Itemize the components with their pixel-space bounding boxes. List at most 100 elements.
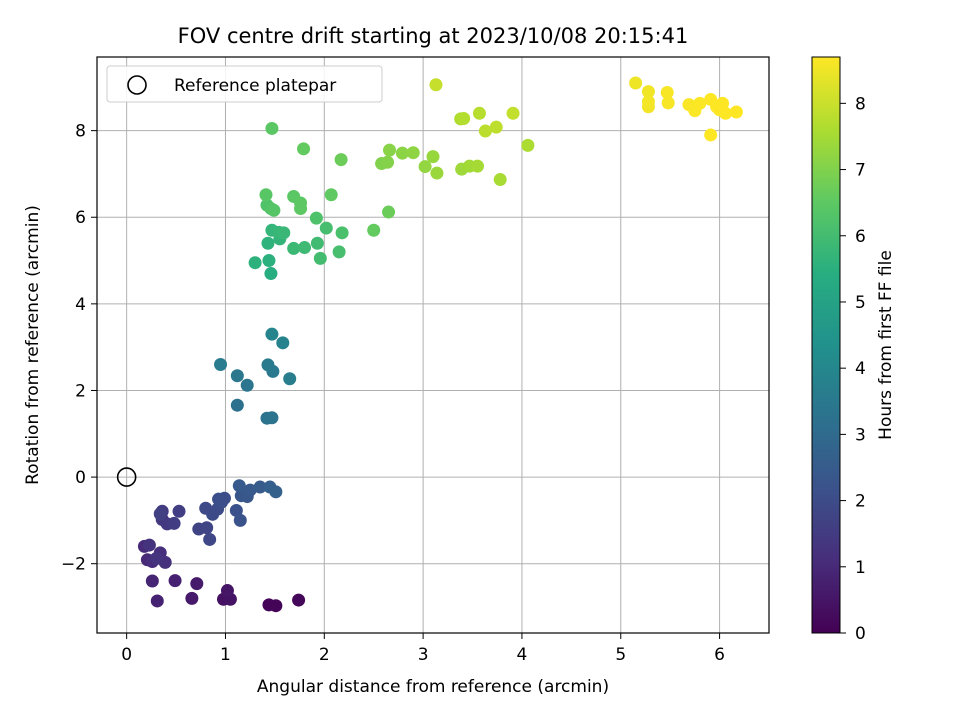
- data-point: [269, 485, 283, 499]
- legend: Reference platepar: [106, 65, 383, 103]
- data-points: [137, 76, 743, 613]
- data-point: [457, 111, 471, 125]
- data-point: [395, 146, 409, 160]
- data-point: [230, 369, 244, 383]
- colorbar-tick-label: 7: [855, 161, 866, 181]
- data-point: [297, 142, 311, 156]
- data-point: [233, 513, 247, 527]
- data-point: [489, 120, 503, 134]
- data-point: [276, 336, 290, 350]
- data-point: [259, 188, 273, 202]
- data-point: [145, 574, 159, 588]
- data-point: [641, 85, 655, 99]
- y-tick-label: 0: [75, 468, 86, 488]
- colorbar-tick-label: 3: [855, 425, 866, 445]
- data-point: [142, 538, 156, 552]
- data-point: [190, 577, 204, 591]
- chart-title: FOV centre drift starting at 2023/10/08 …: [178, 24, 689, 48]
- data-point: [185, 591, 199, 605]
- x-tick-label: 3: [418, 645, 429, 665]
- data-point: [472, 106, 486, 120]
- legend-marker: [127, 75, 147, 95]
- y-tick-label: 6: [75, 208, 86, 228]
- colorbar-gradient: [811, 56, 841, 634]
- data-point: [167, 516, 181, 530]
- data-point: [200, 521, 214, 535]
- data-point: [232, 479, 246, 493]
- x-tick-label: 0: [121, 645, 132, 665]
- data-point: [214, 357, 228, 371]
- data-point: [172, 504, 186, 518]
- data-point: [470, 159, 484, 173]
- grid-lines: [97, 57, 769, 633]
- data-point: [310, 236, 324, 250]
- data-point: [716, 96, 730, 110]
- data-point: [203, 532, 217, 546]
- data-point: [298, 241, 312, 255]
- data-point: [277, 226, 291, 240]
- x-tick-label: 2: [319, 645, 330, 665]
- data-point: [661, 96, 675, 110]
- data-point: [248, 256, 262, 270]
- data-point: [418, 160, 432, 174]
- data-point: [309, 211, 323, 225]
- data-point: [629, 76, 643, 90]
- data-point: [381, 155, 395, 169]
- data-point: [367, 223, 381, 237]
- data-point: [243, 483, 257, 497]
- plot-frame: [96, 56, 770, 634]
- colorbar-label: Hours from first FF file: [876, 250, 896, 440]
- colorbar-ticks: 0 1 2 3 4 5 6 7 8: [840, 94, 866, 644]
- y-tick-label: 8: [75, 122, 86, 142]
- colorbar-tick-label: 0: [855, 624, 866, 644]
- data-point: [265, 327, 279, 341]
- data-point: [719, 106, 733, 120]
- data-point: [230, 398, 244, 412]
- y-axis-ticks: −2 0 2 4 6 8: [61, 122, 97, 575]
- data-point: [506, 106, 520, 120]
- x-axis-ticks: 0 1 2 3 4 5 6: [121, 633, 725, 665]
- data-point: [283, 372, 297, 386]
- y-tick-label: 4: [75, 295, 86, 315]
- data-point: [269, 599, 283, 613]
- data-point: [150, 594, 164, 608]
- data-point: [406, 146, 420, 160]
- data-point: [253, 480, 267, 494]
- data-point: [693, 96, 707, 110]
- y-tick-label: −2: [61, 555, 86, 575]
- data-point: [229, 503, 243, 517]
- data-point: [265, 411, 279, 425]
- data-point: [478, 124, 492, 138]
- y-axis-label: Rotation from reference (arcmin): [23, 205, 43, 485]
- data-point: [426, 150, 440, 164]
- colorbar-tick-label: 6: [855, 227, 866, 247]
- data-point: [292, 593, 306, 607]
- data-point: [264, 267, 278, 281]
- data-point: [383, 143, 397, 157]
- data-point: [261, 236, 275, 250]
- data-point: [262, 254, 276, 268]
- legend-box: [106, 65, 383, 103]
- data-point: [521, 138, 535, 152]
- y-tick-label: 2: [75, 381, 86, 401]
- x-tick-label: 5: [615, 645, 626, 665]
- data-point: [334, 153, 348, 167]
- data-point: [313, 251, 327, 265]
- data-point: [267, 203, 281, 217]
- x-tick-label: 4: [517, 645, 528, 665]
- colorbar-tick-label: 5: [855, 293, 866, 313]
- data-point: [294, 196, 308, 210]
- data-point: [261, 358, 275, 372]
- data-point: [430, 166, 444, 180]
- data-point: [335, 226, 349, 240]
- data-point: [704, 128, 718, 142]
- data-point: [729, 105, 743, 119]
- x-tick-label: 6: [714, 645, 725, 665]
- data-point: [382, 205, 396, 219]
- colorbar-tick-label: 4: [855, 359, 866, 379]
- colorbar-tick-label: 2: [855, 492, 866, 512]
- data-point: [215, 495, 229, 509]
- data-point: [493, 173, 507, 187]
- data-point: [332, 245, 346, 259]
